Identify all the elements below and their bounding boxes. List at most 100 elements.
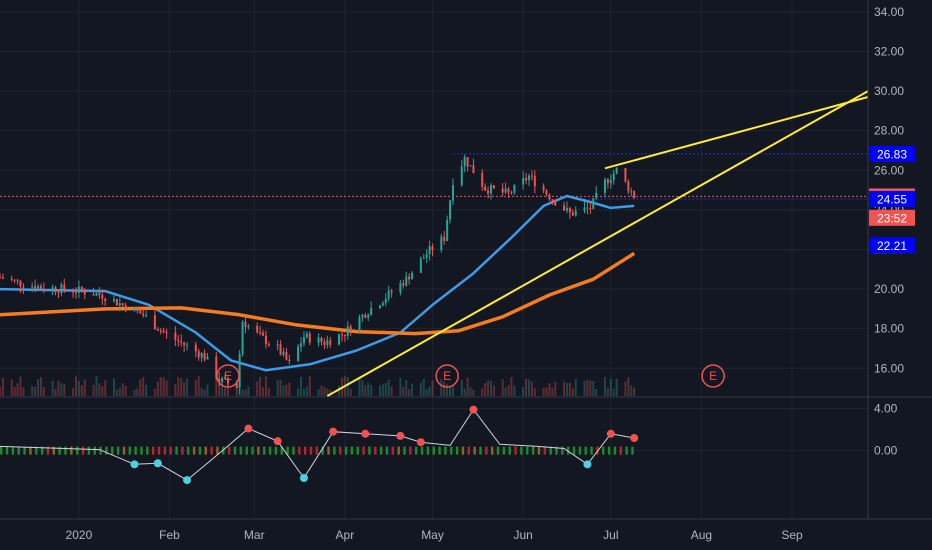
volume-bar [563, 381, 566, 396]
price-badge [869, 190, 915, 207]
volume-bar [387, 379, 390, 396]
volume-bar [133, 389, 136, 396]
volume-bar [285, 384, 288, 396]
indicator-histogram-bar [555, 446, 558, 455]
volume-bar [74, 376, 77, 396]
earnings-marker[interactable] [216, 364, 240, 388]
volume-bar [326, 388, 329, 396]
trendlines[interactable] [326, 90, 869, 397]
candle-body [323, 342, 326, 346]
volume-bar [159, 377, 162, 396]
indicator-histogram-bar [543, 446, 546, 455]
candle-body [259, 332, 262, 334]
time-tick-label: 2020 [66, 528, 93, 542]
indicator-histogram-bar [391, 446, 395, 455]
indicator-signal-dot [583, 460, 592, 469]
indicator-histogram-bar [146, 446, 149, 455]
volume-bar [338, 385, 341, 396]
candle-body [574, 210, 577, 216]
volume-bar [197, 376, 200, 396]
indicator-signal-dot [153, 459, 162, 468]
volume-bar [323, 386, 326, 396]
candle-body [367, 314, 370, 318]
indicator-histogram-bar [502, 446, 506, 455]
earnings-marker[interactable] [701, 364, 725, 388]
price-tick-label: 18.00 [874, 322, 904, 336]
trendline[interactable] [326, 90, 869, 397]
candle-body [247, 325, 250, 328]
price-badge-label: 22.21 [877, 239, 907, 253]
indicator-signal-dot [606, 429, 615, 438]
indicator-histogram-bar [75, 446, 79, 455]
candle-body [583, 207, 586, 211]
indicator-histogram-bar [339, 446, 342, 455]
volume-bar [504, 387, 507, 396]
indicator-histogram-bar [40, 446, 44, 455]
volume-bar [92, 384, 95, 396]
candle-body [402, 283, 405, 286]
volume-bar [630, 385, 633, 396]
volume-bar [390, 386, 393, 396]
indicator-histogram-bar [397, 446, 400, 455]
volume-bar [381, 384, 384, 396]
earnings-marker[interactable] [435, 364, 459, 388]
time-tick-label: Jul [603, 528, 618, 542]
candle-body [31, 286, 34, 288]
volume-bar [101, 386, 104, 396]
volume-bar [124, 385, 127, 396]
candle-body [297, 346, 300, 362]
volume-bar [156, 381, 159, 396]
indicator-signal-dot [630, 434, 639, 442]
price-badge [869, 145, 915, 162]
candle-body [525, 178, 528, 181]
price-tick-label: 30.00 [874, 84, 904, 98]
candle-body [308, 333, 311, 343]
candle-body [460, 166, 463, 186]
indicator-histogram-bar [198, 446, 202, 455]
volume-bar [112, 378, 115, 396]
candle-body [358, 317, 361, 332]
candle-body [343, 334, 346, 336]
indicator-tick-label: 0.00 [874, 444, 898, 458]
candle-body [571, 212, 574, 216]
candle-body [542, 186, 545, 191]
candle-body [139, 310, 142, 314]
volume-bar [95, 376, 98, 396]
volume-bar [527, 379, 530, 396]
price-tick-label: 34.00 [874, 5, 904, 19]
volume-bar [218, 384, 221, 396]
indicator-signal-dot [469, 405, 478, 414]
volume-bar [469, 387, 472, 396]
candle-body [419, 258, 422, 273]
candle-body [565, 207, 568, 211]
indicator-signal-dot [183, 476, 192, 485]
volume-bar [22, 387, 25, 396]
volume-bar [276, 380, 279, 396]
candle-body [16, 279, 19, 281]
candle-body [104, 298, 107, 302]
volume-bar [378, 385, 381, 396]
volume-bar [194, 379, 197, 396]
volume-bar [525, 378, 528, 396]
candle-body [390, 290, 393, 293]
candle-body [527, 175, 530, 181]
trendline[interactable] [604, 96, 869, 170]
volume-bar [463, 388, 466, 396]
indicator-histogram-bar [438, 446, 441, 455]
candle-body [22, 286, 25, 288]
candle-body [244, 321, 247, 328]
indicator-histogram-bar [216, 446, 219, 455]
volume-bar [428, 386, 431, 396]
indicator-histogram-bar [327, 446, 330, 455]
indicator-histogram-bar [257, 446, 260, 455]
indicator-histogram-bar [444, 446, 447, 455]
candle-body [226, 378, 229, 384]
indicator-histogram-bar [81, 446, 85, 455]
volume-bar [54, 388, 57, 396]
candle-body [72, 289, 75, 293]
volume-bar [60, 383, 63, 396]
